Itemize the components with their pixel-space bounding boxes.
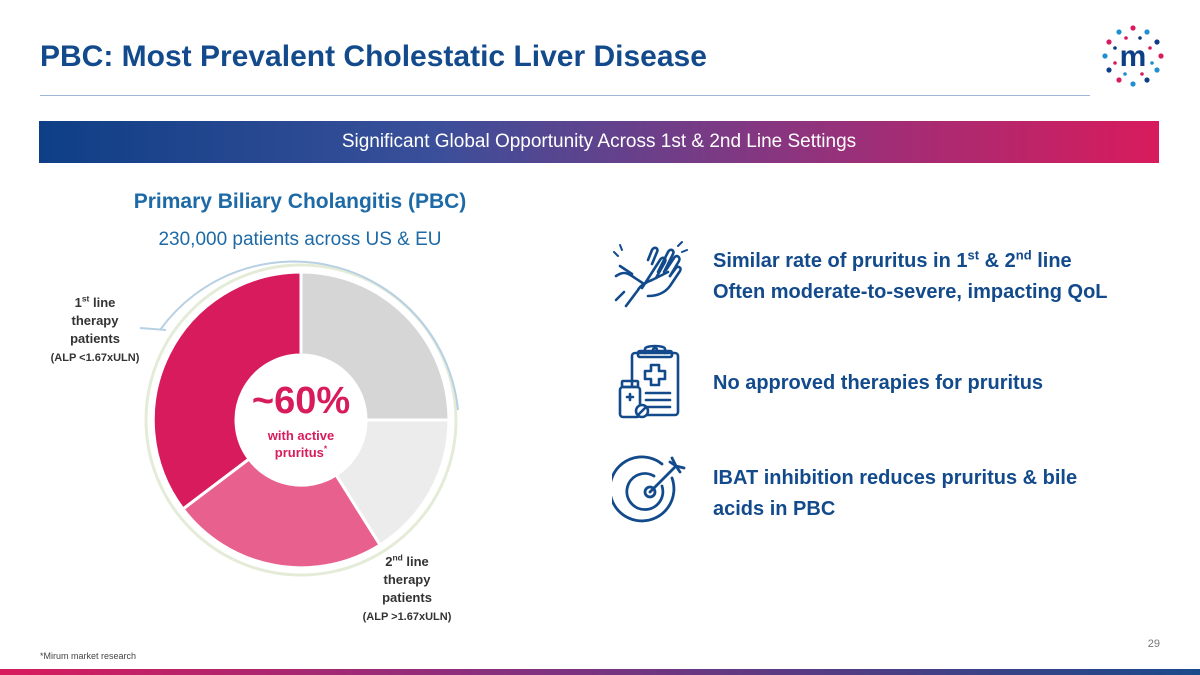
second-line-ordinal: 2 [385, 554, 393, 569]
opportunity-banner: Significant Global Opportunity Across 1s… [39, 121, 1159, 163]
bullet-1-sup-nd: nd [1015, 247, 1032, 263]
first-line-ordinal-suffix: st [81, 293, 90, 304]
second-line-patients: patients [382, 590, 432, 605]
second-line-ordinal-suffix: nd [392, 552, 403, 563]
bullet-3-line-2: acids in PBC [713, 498, 836, 520]
banner-text: Significant Global Opportunity Across 1s… [341, 131, 857, 152]
bullet-1-text-a: Similar rate of pruritus in 1 [713, 250, 968, 272]
pruritus-label: with active pruritus* [226, 427, 376, 461]
bullet-1-line-2: Often moderate-to-severe, impacting QoL [713, 281, 1108, 303]
bullet-1-sup-st: st [967, 247, 980, 263]
bullet-pruritus-rate: Similar rate of pruritus in 1st & 2nd li… [713, 246, 1108, 308]
title-divider [40, 95, 1090, 96]
first-line-ordinal: 1 [74, 295, 82, 310]
bullet-1-text-b: & 2 [979, 250, 1016, 272]
pruritus-percentage: ~60% [251, 380, 351, 422]
second-line-criterion: (ALP >1.67xULN) [362, 611, 452, 623]
bullet-3-line-1: IBAT inhibition reduces pruritus & bile [713, 467, 1078, 489]
first-line-label: 1st line therapy patients (ALP <1.67xULN… [40, 294, 150, 367]
target-arrow-icon [612, 455, 686, 523]
second-line-therapy: therapy [383, 572, 431, 587]
slide-title: PBC: Most Prevalent Cholestatic Liver Di… [40, 40, 707, 73]
first-line-therapy: therapy [71, 313, 119, 328]
page-number: 29 [1147, 638, 1160, 650]
scratching-hands-icon [613, 241, 688, 308]
second-line-label: 2nd line therapy patients (ALP >1.67xULN… [352, 553, 462, 626]
bullet-ibat-inhibition: IBAT inhibition reduces pruritus & bile … [713, 463, 1077, 525]
logo-dots [1102, 25, 1164, 87]
pruritus-label-line1: with active [267, 428, 335, 443]
pruritus-label-line2: pruritus [274, 445, 324, 460]
bullet-2-line-1: No approved therapies for pruritus [713, 372, 1044, 394]
pbc-title: Primary Biliary Cholangitis (PBC) [133, 190, 467, 213]
segment-pruritus-2nd-line [180, 456, 383, 570]
first-line-patients: patients [70, 331, 120, 346]
first-line-word: line [89, 295, 116, 310]
first-line-criterion: (ALP <1.67xULN) [50, 352, 140, 364]
logo-letter: m [1120, 40, 1147, 73]
footnote: *Mirum market research [40, 651, 137, 661]
pbc-patient-count: 230,000 patients across US & EU [158, 229, 442, 250]
bottom-accent-bar [0, 669, 1200, 675]
second-line-word: line [402, 554, 429, 569]
footnote-marker: * [323, 443, 328, 454]
company-logo: m [1102, 25, 1164, 87]
medical-clipboard-icon [618, 344, 680, 419]
bullet-no-therapies: No approved therapies for pruritus [713, 368, 1043, 399]
bullet-1-text-c: line [1031, 250, 1072, 272]
